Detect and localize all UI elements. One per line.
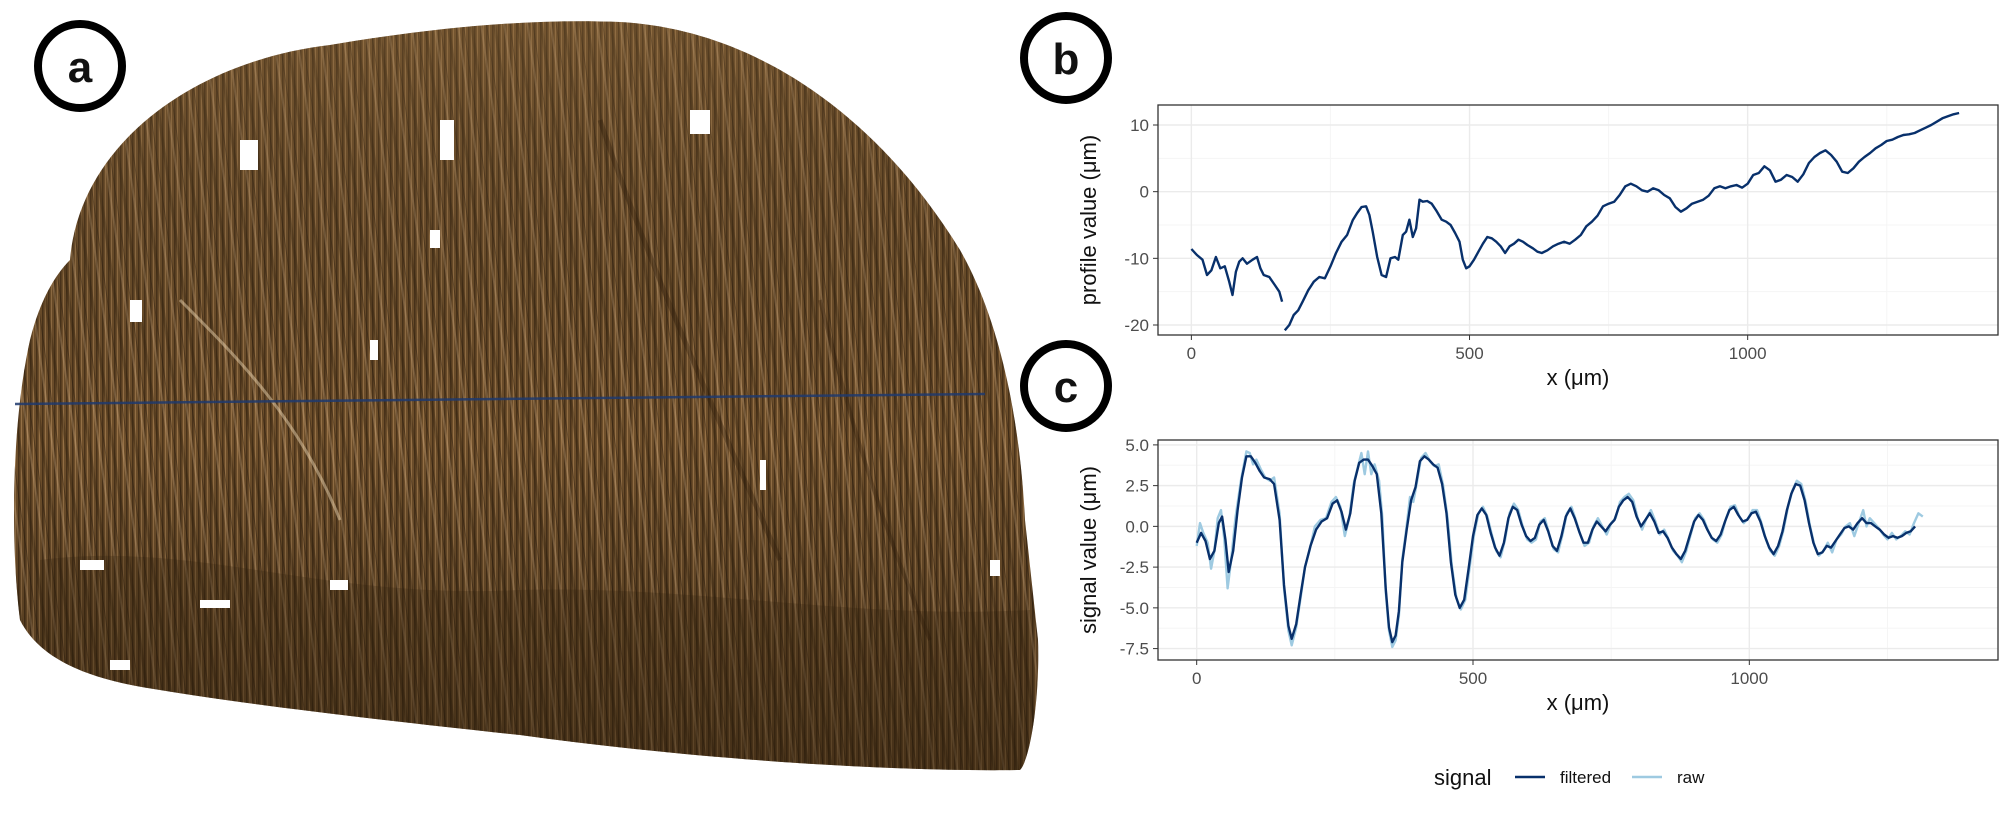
y-tick-label: 0: [1140, 183, 1149, 202]
y-tick-label: 2.5: [1125, 477, 1149, 496]
y-tick-label: -10: [1124, 249, 1149, 268]
panel-label-b: b: [1020, 12, 1112, 104]
y-axis-title: signal value (μm): [1076, 466, 1101, 634]
x-axis-title: x (μm): [1547, 365, 1610, 390]
legend-label-filtered: filtered: [1560, 768, 1611, 787]
panel-label-a: a: [34, 20, 126, 112]
x-tick-label: 0: [1192, 669, 1201, 688]
profile-location-line: [14, 392, 986, 406]
series-line: [1283, 111, 1960, 332]
y-axis-title: profile value (μm): [1076, 135, 1101, 305]
x-tick-label: 500: [1459, 669, 1487, 688]
plot-border: [1157, 104, 1999, 336]
x-axis-title: x (μm): [1547, 690, 1610, 715]
svg-text:b: b: [1053, 35, 1080, 84]
x-tick-label: 1000: [1730, 669, 1768, 688]
series-line: [1190, 248, 1284, 303]
y-tick-label: -2.5: [1120, 558, 1149, 577]
y-tick-label: -7.5: [1120, 640, 1149, 659]
plot-background: [1158, 440, 1998, 660]
legend: signal filtered raw: [1434, 765, 1705, 790]
x-tick-label: 0: [1187, 344, 1196, 363]
y-tick-label: -5.0: [1120, 599, 1149, 618]
svg-text:c: c: [1054, 363, 1078, 412]
x-tick-label: 500: [1455, 344, 1483, 363]
y-tick-label: 10: [1130, 116, 1149, 135]
series-line-filtered: [1195, 455, 1916, 644]
x-tick-label: 1000: [1729, 344, 1767, 363]
legend-title: signal: [1434, 765, 1491, 790]
svg-text:a: a: [68, 43, 93, 92]
profile-chart: 0 500 1000 10 0 -10 -20 x (μm) profile value (μm…: [1076, 104, 1999, 390]
y-tick-label: -20: [1124, 316, 1149, 335]
plot-border: [1157, 439, 1999, 661]
y-tick-label: 0.0: [1125, 517, 1149, 536]
signal-chart: 0 500 1000 5.0 2.5 0.0 -2.5 -5.0 -7.5 x (μm) signa…: [1076, 436, 1999, 715]
legend-label-raw: raw: [1677, 768, 1705, 787]
y-tick-label: 5.0: [1125, 436, 1149, 455]
plot-background: [1158, 105, 1998, 335]
panel-label-c: c: [1020, 340, 1112, 432]
surface-image: [14, 21, 1039, 771]
